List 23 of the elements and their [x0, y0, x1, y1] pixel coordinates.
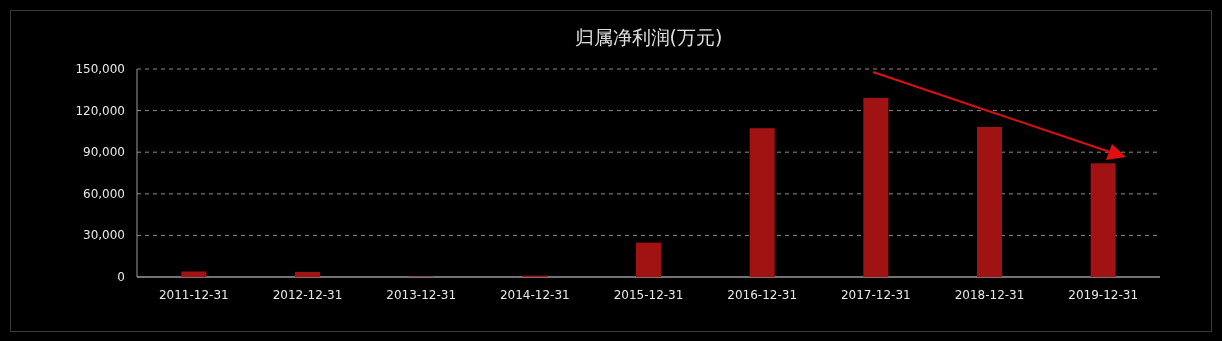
x-tick-label: 2016-12-31 [727, 288, 798, 302]
bar [863, 97, 889, 277]
x-tick-label: 2015-12-31 [613, 288, 684, 302]
x-tick-label: 2014-12-31 [499, 288, 570, 302]
bar [1090, 163, 1116, 277]
bar [977, 126, 1002, 277]
y-tick-label: 90,000 [83, 145, 125, 160]
y-tick-label: 60,000 [83, 186, 125, 201]
bar [636, 242, 661, 277]
y-tick-label: 120,000 [75, 103, 125, 118]
bar [749, 128, 775, 277]
x-tick-label: 2017-12-31 [840, 288, 911, 302]
y-tick-label: 30,000 [83, 228, 125, 243]
x-tick-label: 2012-12-31 [272, 288, 343, 302]
y-tick-label: 0 [117, 270, 125, 284]
chart-title: 归属净利润(万元) [574, 26, 723, 48]
y-tick-label: 150,000 [75, 62, 125, 76]
x-tick-label: 2019-12-31 [1068, 288, 1139, 302]
x-tick-label: 2013-12-31 [386, 288, 457, 302]
x-tick-label: 2018-12-31 [954, 288, 1025, 302]
x-tick-label: 2011-12-31 [158, 288, 229, 302]
bar [295, 271, 320, 277]
bar [181, 271, 207, 277]
